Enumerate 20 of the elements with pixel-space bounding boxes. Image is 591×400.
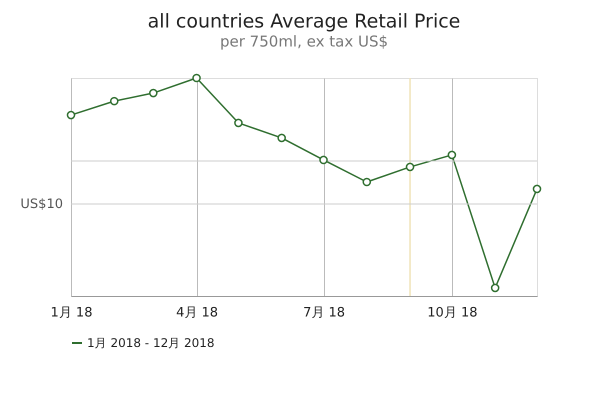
chart-title: all countries Average Retail Price xyxy=(148,10,460,32)
ref-line-label: US$10 xyxy=(20,197,63,212)
point xyxy=(277,134,286,142)
point xyxy=(532,184,542,194)
x-tick-label: 4月 18 xyxy=(176,306,218,320)
x-tick-label: 1月 18 xyxy=(50,306,92,320)
chart-subtitle: per 750ml, ex tax US$ xyxy=(220,32,388,50)
point xyxy=(406,162,414,172)
point xyxy=(149,88,158,98)
point xyxy=(448,150,456,160)
point xyxy=(234,118,243,128)
point xyxy=(362,178,372,186)
x-tick-label: 7月 18 xyxy=(303,306,346,320)
point xyxy=(66,110,76,120)
point xyxy=(110,96,119,106)
x-tick-label: 10月 18 xyxy=(427,306,478,320)
legend-label: 1月 2018 - 12月 2018 xyxy=(87,336,215,350)
point xyxy=(319,156,328,164)
point xyxy=(490,284,500,292)
point xyxy=(192,74,201,82)
